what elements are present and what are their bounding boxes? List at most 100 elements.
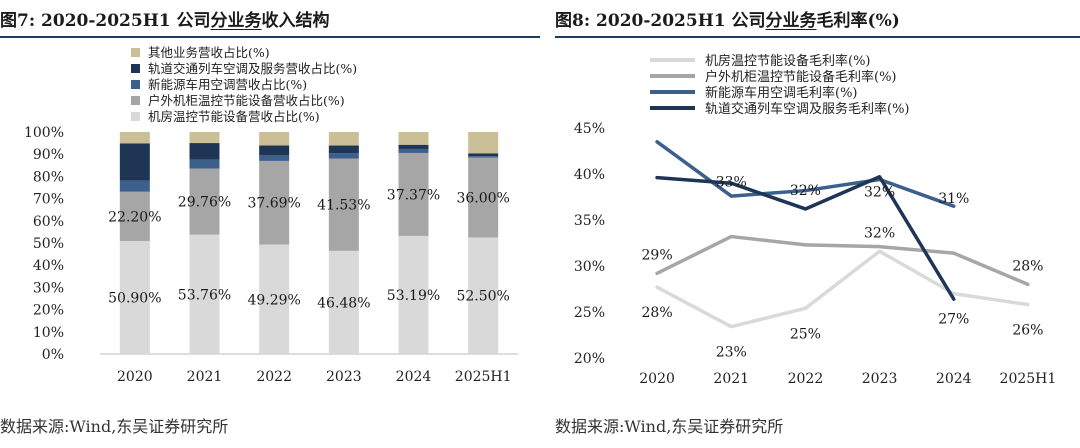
left-panel: 图7: 2020-2025H1 公司分业务收入结构 0% 10% 20% 30% 40%… [0,11,540,436]
line-data-label: 26% [1012,323,1043,339]
bar-segment [468,237,499,354]
bar-segment [259,155,290,161]
bar-segment [259,145,290,156]
bar-data-label: 53.76% [178,287,231,303]
right-title-rule [555,36,1080,38]
y-tick-label: 20% [574,351,605,367]
legend-label: 机房温控节能设备营收占比(%) [148,109,320,124]
right-chart-title: 图8: 2020-2025H1 公司分业务毛利率(%) [555,6,1080,31]
bar-segment [119,180,150,192]
legend-label: 新能源车用空调毛利率(%) [705,85,858,101]
bar-segment [189,159,220,169]
x-tick-label: 2021 [713,371,749,387]
legend-label: 轨道交通列车空调及服务营收占比(%) [148,61,357,76]
right-title-underlined: 分业务 [765,11,817,31]
series-line [655,234,1030,287]
y-tick-label: 90% [33,147,64,163]
bar-segment [119,143,150,181]
x-tick-label: 2025H1 [1000,371,1057,387]
line-data-label: 27% [938,312,969,328]
bar-segment [468,156,499,158]
bar-segment [398,132,429,145]
y-tick-label: 80% [33,169,64,185]
line-data-label: 32% [864,225,895,241]
legend-swatch [131,80,140,89]
bar-data-label: 36.00% [456,190,509,206]
left-title-rule [0,36,540,38]
bar-segment [259,132,290,146]
bar-data-label: 41.53% [317,198,370,214]
legend-swatch [131,48,140,57]
y-tick-label: 45% [574,121,605,137]
x-tick-label: 2023 [326,369,362,385]
right-figure-label: 图8: [555,11,591,31]
series-line [655,175,956,301]
bar-segment [189,143,220,160]
y-tick-label: 30% [33,280,64,296]
y-tick-label: 20% [33,303,64,319]
line-data-label: 29% [642,247,673,263]
bar-data-label: 29.76% [178,195,231,211]
line-data-label: 28% [1012,258,1043,274]
bar-segment [468,157,499,238]
right-title-tail: 毛利率(%) [816,11,900,31]
bar-segment [398,148,429,153]
legend-label: 户外机柜温控节能设备毛利率(%) [705,69,897,85]
stacked-bar-chart: 0% 10% 20% 30% 40% 50% 60% 70% 80% 90% 100% 50.90% 2… [24,45,518,385]
bar-data-label: 37.69% [247,196,300,212]
bar-segment [259,160,290,245]
series-line [655,249,1030,329]
x-tick-label: 2020 [639,371,675,387]
y-tick-label: 35% [574,213,605,229]
bar-segment [468,153,499,157]
line-data-label: 32% [864,185,895,201]
line-data-label: 23% [716,345,747,361]
bar-segment [328,145,359,154]
bar-data-label: 37.37% [387,187,440,203]
legend-label: 机房温控节能设备毛利率(%) [705,53,871,69]
y-tick-label: 50% [33,236,64,252]
y-tick-label: 30% [574,259,605,275]
series-line [655,140,956,208]
y-tick-label: 40% [33,258,64,274]
left-title-tail: 收入结构 [261,11,330,31]
x-tick-label: 2020 [117,369,153,385]
bar-segment [328,158,359,251]
line-data-label: 31% [938,191,969,207]
right-source-note: 数据来源:Wind,东吴证券研究所 [555,417,784,436]
bar-segment [189,132,220,144]
x-tick-label: 2025H1 [455,369,512,385]
bar-segment [398,152,429,236]
legend-label: 新能源车用空调营收占比(%) [148,77,307,92]
bar-segment [398,235,429,354]
bar-segment [328,250,359,354]
y-tick-label: 70% [33,192,64,208]
bar-data-label: 22.20% [108,209,161,225]
bar-segment [468,132,499,154]
legend-swatch [131,112,140,121]
x-tick-label: 2022 [788,371,824,387]
y-tick-label: 0% [42,347,64,363]
legend-label: 户外机柜温控节能设备营收占比(%) [148,93,345,108]
left-title-main: 2020-2025H1 公司 [41,11,211,31]
legend-swatch [131,64,140,73]
y-tick-label: 10% [33,325,64,341]
bar-segment [119,241,150,354]
bar-data-label: 53.19% [387,288,440,304]
left-title-underlined: 分业务 [210,11,262,31]
legend-label: 其他业务营收占比(%) [148,45,270,60]
bar-segment [328,132,359,146]
bar-segment [189,168,220,235]
bar-segment [119,191,150,242]
bar-segment [189,234,220,354]
y-tick-label: 40% [574,167,605,183]
y-tick-label: 60% [33,214,64,230]
right-panel: 图8: 2020-2025H1 公司分业务毛利率(%) 20% 25% 30% 35%… [555,0,1080,448]
left-figure-label: 图7: [0,11,36,31]
line-data-label: 28% [642,305,673,321]
bar-segment [328,153,359,159]
x-tick-label: 2023 [862,371,898,387]
bar-data-label: 52.50% [456,289,509,305]
x-tick-label: 2024 [936,371,972,387]
legend-swatch [131,96,140,105]
